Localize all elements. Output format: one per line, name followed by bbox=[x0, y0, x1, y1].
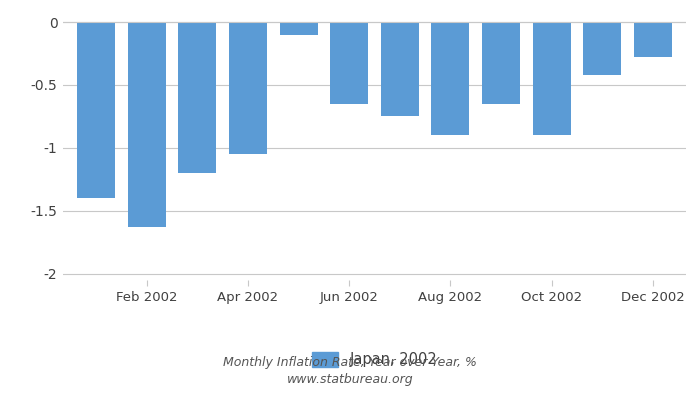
Legend: Japan, 2002: Japan, 2002 bbox=[306, 346, 443, 373]
Bar bbox=[178, 22, 216, 173]
Bar bbox=[583, 22, 622, 75]
Bar bbox=[330, 22, 368, 104]
Bar bbox=[381, 22, 419, 116]
Bar bbox=[431, 22, 470, 135]
Bar bbox=[482, 22, 520, 104]
Bar bbox=[229, 22, 267, 154]
Bar bbox=[77, 22, 115, 198]
Bar bbox=[127, 22, 166, 227]
Bar bbox=[634, 22, 672, 57]
Bar bbox=[533, 22, 570, 135]
Text: Monthly Inflation Rate, Year over Year, %: Monthly Inflation Rate, Year over Year, … bbox=[223, 356, 477, 369]
Bar bbox=[279, 22, 318, 35]
Text: www.statbureau.org: www.statbureau.org bbox=[287, 373, 413, 386]
